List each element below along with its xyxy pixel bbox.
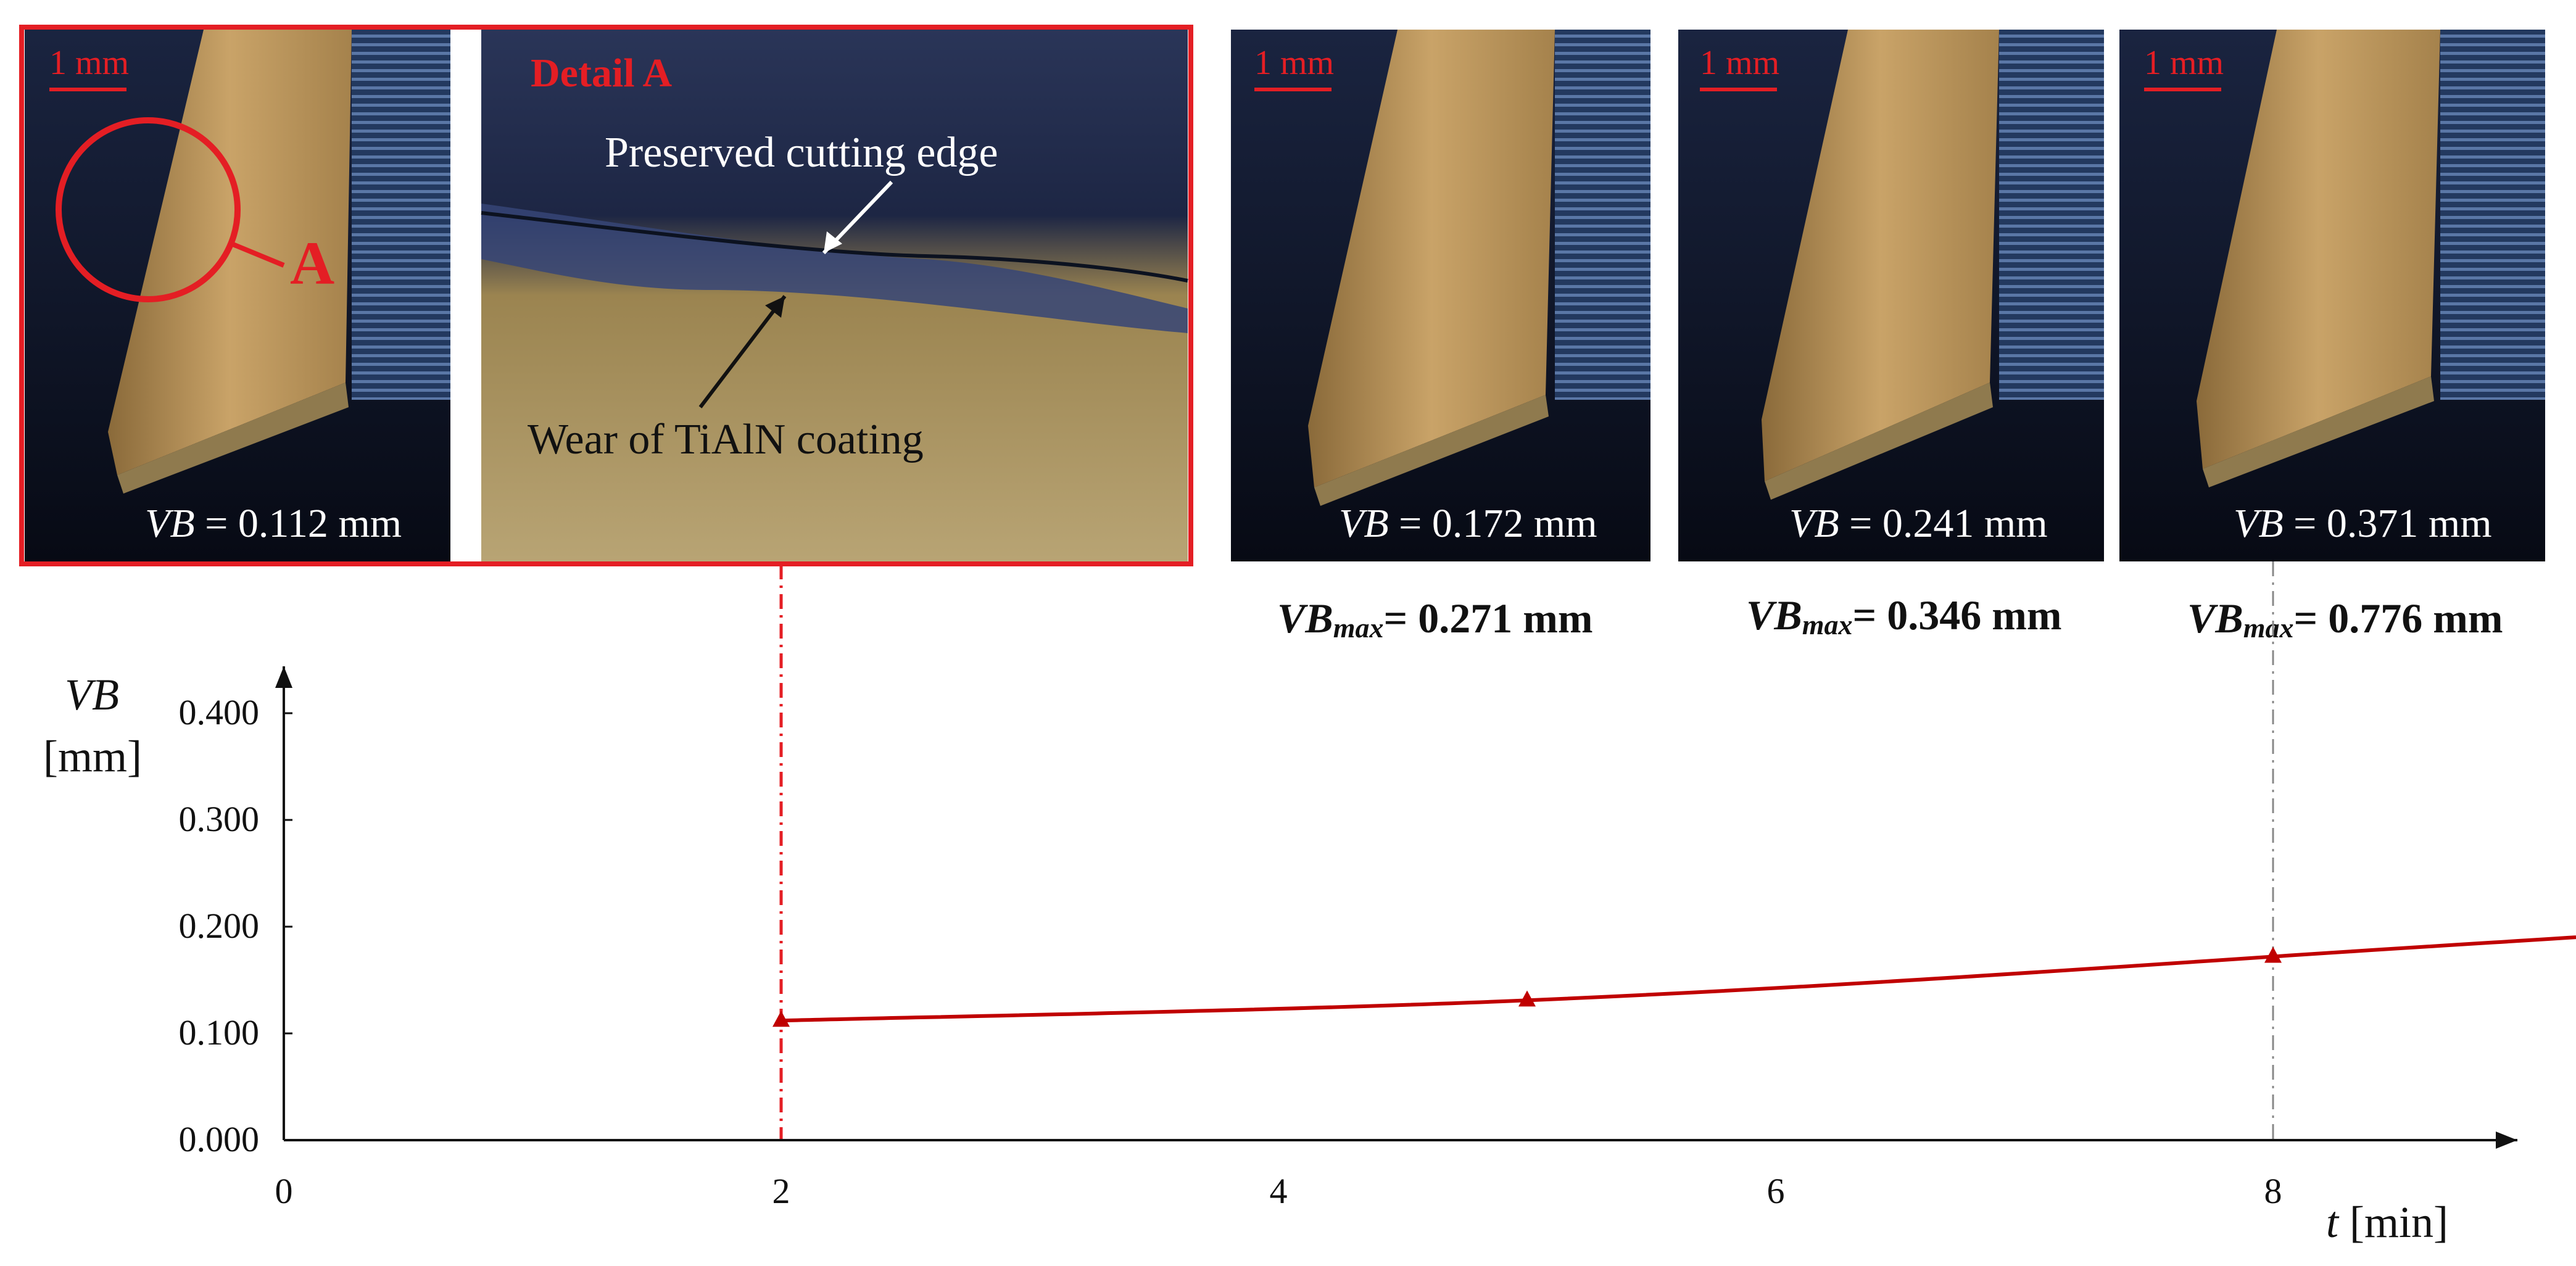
vb-label: VB: [145, 501, 195, 546]
svg-text:VB = 0.241 mm: VB = 0.241 mm: [1789, 501, 2048, 546]
data-point: [1518, 990, 1536, 1007]
svg-text:VB = 0.371 mm: VB = 0.371 mm: [2234, 501, 2492, 546]
y-ticks: 0.000 0.100 0.200 0.300 0.400: [179, 692, 292, 1159]
y-tick-label: 0.300: [179, 799, 260, 839]
vb-value: = 0.172 mm: [1399, 501, 1597, 546]
y-axis-unit: [mm]: [43, 732, 142, 781]
detail-circle: [56, 117, 241, 302]
preserved-edge-label: Preserved cutting edge: [605, 129, 998, 176]
photo-panel-3: 1 mm VB = 0.241 mm: [1678, 30, 2104, 561]
vbmax-label-8: VBmax= 0.271 mm: [1277, 595, 1593, 643]
tool-ribbed-edge: [352, 30, 450, 400]
vbmax-label-16: VBmax= 0.776 mm: [2187, 595, 2503, 643]
detail-frame: [19, 25, 1193, 566]
data-point: [2264, 946, 2282, 963]
x-tick-label: 4: [1270, 1171, 1288, 1211]
y-axis-var: VB: [65, 670, 119, 719]
detail-marker: A: [290, 229, 334, 297]
svg-text:VB = 0.112 mm: VB = 0.112 mm: [145, 501, 402, 546]
photo-panel-4: 1 mm VB = 0.371 mm: [2119, 30, 2545, 561]
x-tick-label: 0: [275, 1171, 293, 1211]
vb-value: = 0.371 mm: [2293, 501, 2491, 546]
series-vb: [772, 935, 2576, 1027]
x-tick-label: 2: [772, 1171, 790, 1211]
vb-label: VB: [2234, 501, 2284, 546]
scale-label: 1 mm: [1700, 44, 1779, 82]
scale-label: 1 mm: [2144, 44, 2224, 82]
reference-lines: [779, 561, 2274, 1140]
x-axis-unit: [min]: [2350, 1198, 2448, 1247]
coating-wear-label: Wear of TiAlN coating: [528, 416, 924, 463]
detail-panel: Detail A Preserved cutting edge Wear of …: [481, 30, 1188, 561]
y-tick-label: 0.100: [179, 1012, 260, 1053]
x-ticks: 0246810121416: [275, 1171, 2282, 1211]
coating-wear-band: [481, 204, 1188, 333]
coating-wear-arrow: [698, 295, 787, 408]
scale-label: 1 mm: [49, 44, 129, 82]
vb-label: VB: [1789, 501, 1839, 546]
vb-value: = 0.112 mm: [205, 501, 402, 546]
axes: [275, 666, 2517, 1149]
vb-label: VB: [1339, 501, 1389, 546]
vbmax-label-12: VBmax= 0.346 mm: [1746, 592, 2062, 640]
vb-value: = 0.241 mm: [1849, 501, 2047, 546]
detail-title: Detail A: [531, 51, 672, 96]
scale-label: 1 mm: [1254, 44, 1334, 82]
x-axis-var: t: [2326, 1198, 2340, 1247]
photo-panel-1: 1 mm A VB = 0.112 mm: [25, 30, 450, 561]
y-tick-label: 0.200: [179, 906, 260, 946]
svg-text:t [min]: t [min]: [2326, 1198, 2448, 1247]
y-tick-label: 0.000: [179, 1119, 260, 1159]
svg-text:VB = 0.172 mm: VB = 0.172 mm: [1339, 501, 1597, 546]
data-point: [772, 1011, 790, 1027]
photo-panel-2: 1 mm VB = 0.172 mm: [1231, 30, 1650, 561]
y-tick-label: 0.400: [179, 692, 260, 732]
x-tick-label: 6: [1767, 1171, 1785, 1211]
series-line: [781, 935, 2576, 1023]
x-tick-label: 8: [2264, 1171, 2282, 1211]
